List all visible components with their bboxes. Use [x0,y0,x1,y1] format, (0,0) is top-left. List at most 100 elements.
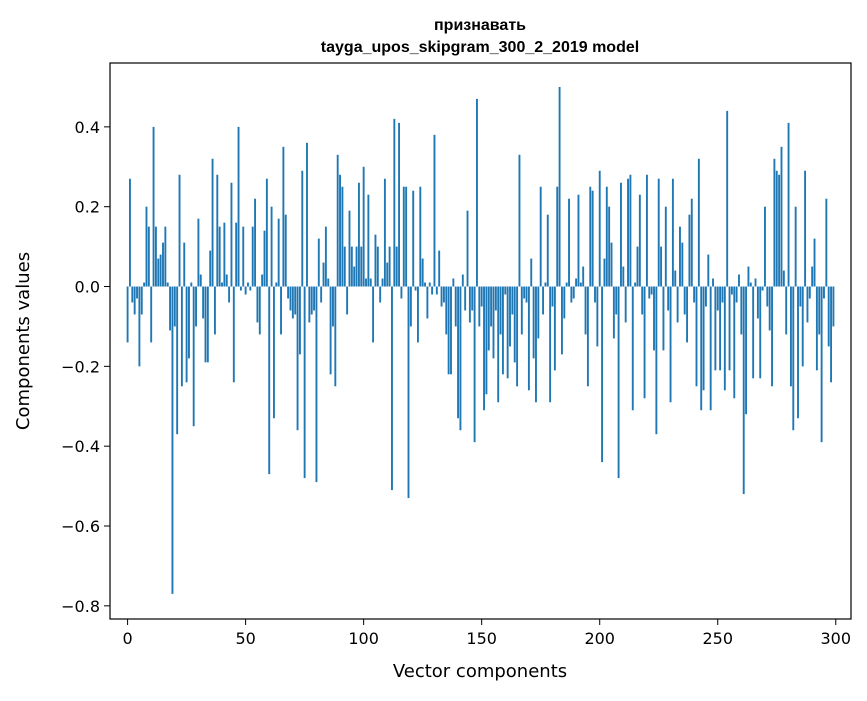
bar-297 [827,286,830,347]
bar-163 [511,286,514,315]
bar-92 [343,246,346,287]
bar-154 [490,286,493,327]
bar-235 [681,242,684,287]
bar-79 [313,286,316,311]
bar-275 [775,170,778,287]
bar-240 [693,286,696,303]
bar-167 [520,286,523,335]
bar-159 [501,286,504,375]
bar-141 [459,286,462,431]
bar-120 [409,286,412,327]
bar-238 [688,214,691,287]
bar-121 [412,190,415,287]
bar-19 [171,286,174,594]
bar-43 [228,286,231,303]
bar-56 [258,286,261,335]
bar-116 [400,286,403,299]
bar-0 [126,286,129,343]
bar-83 [322,262,325,287]
bar-117 [402,186,405,287]
bar-210 [622,266,625,287]
bar-53 [251,226,254,287]
bar-236 [683,286,686,315]
bar-271 [766,286,769,307]
bar-81 [317,238,320,287]
y-tick-label: 0.4 [75,118,100,137]
bar-70 [291,286,294,319]
bar-107 [379,286,382,303]
bar-61 [270,206,273,287]
bar-54 [254,198,257,287]
bar-157 [497,286,500,403]
bar-78 [310,286,313,315]
bar-150 [480,286,483,307]
bar-234 [679,226,681,287]
x-tick-label: 100 [348,629,379,648]
y-axis-ticks: −0.8 −0.6 −0.4 −0.2 0.0 0.2 0.4 [61,118,110,616]
bar-251 [719,286,722,371]
bar-88 [334,286,337,387]
bar-52 [249,286,252,291]
bar-16 [164,226,167,287]
bar-7 [143,282,146,287]
bar-37 [213,286,216,335]
bar-91 [341,186,344,287]
bar-95 [350,246,353,287]
bar-233 [676,286,679,323]
bar-280 [787,122,790,287]
bar-100 [362,166,365,287]
bar-165 [516,286,519,387]
bar-99 [360,246,363,287]
bar-73 [298,286,301,355]
bar-1 [129,178,131,287]
bars-group [126,86,835,594]
bar-245 [705,286,707,307]
bar-254 [726,110,729,287]
bar-46 [235,222,238,287]
bar-227 [662,286,665,351]
bar-104 [372,286,375,343]
bar-289 [808,286,811,299]
bar-145 [468,286,471,323]
bar-8 [145,206,148,287]
bar-126 [424,282,426,287]
bar-15 [162,242,164,287]
bar-295 [823,286,825,299]
bar-181 [553,286,556,371]
bar-191 [577,194,580,287]
bar-11 [152,126,155,287]
bar-41 [223,222,226,287]
bar-208 [617,286,620,479]
bar-264 [749,282,752,287]
bar-101 [365,278,367,287]
bar-102 [367,194,370,287]
x-axis-ticks: 0 50 100 150 200 250 300 [122,619,851,648]
x-tick-label: 50 [235,629,255,648]
bar-190 [575,278,578,287]
bar-39 [218,226,221,287]
bar-205 [610,242,613,287]
bar-111 [388,246,391,287]
bar-274 [773,158,776,287]
bar-287 [804,170,807,287]
bar-130 [433,134,436,287]
chart-title-line1: признавать [434,17,526,34]
bar-94 [348,210,351,287]
bar-90 [339,174,341,287]
bar-23 [180,286,183,387]
bar-85 [327,278,330,287]
bar-203 [605,186,608,287]
bar-50 [244,286,247,295]
bar-241 [695,286,698,387]
bar-182 [556,186,559,287]
bar-97 [355,246,358,287]
bar-283 [794,206,797,287]
bar-13 [157,258,160,287]
bar-288 [806,286,809,323]
bar-262 [745,286,748,415]
bar-229 [667,286,670,311]
bar-136 [447,286,450,375]
bar-186 [565,282,568,287]
bar-128 [428,282,431,287]
